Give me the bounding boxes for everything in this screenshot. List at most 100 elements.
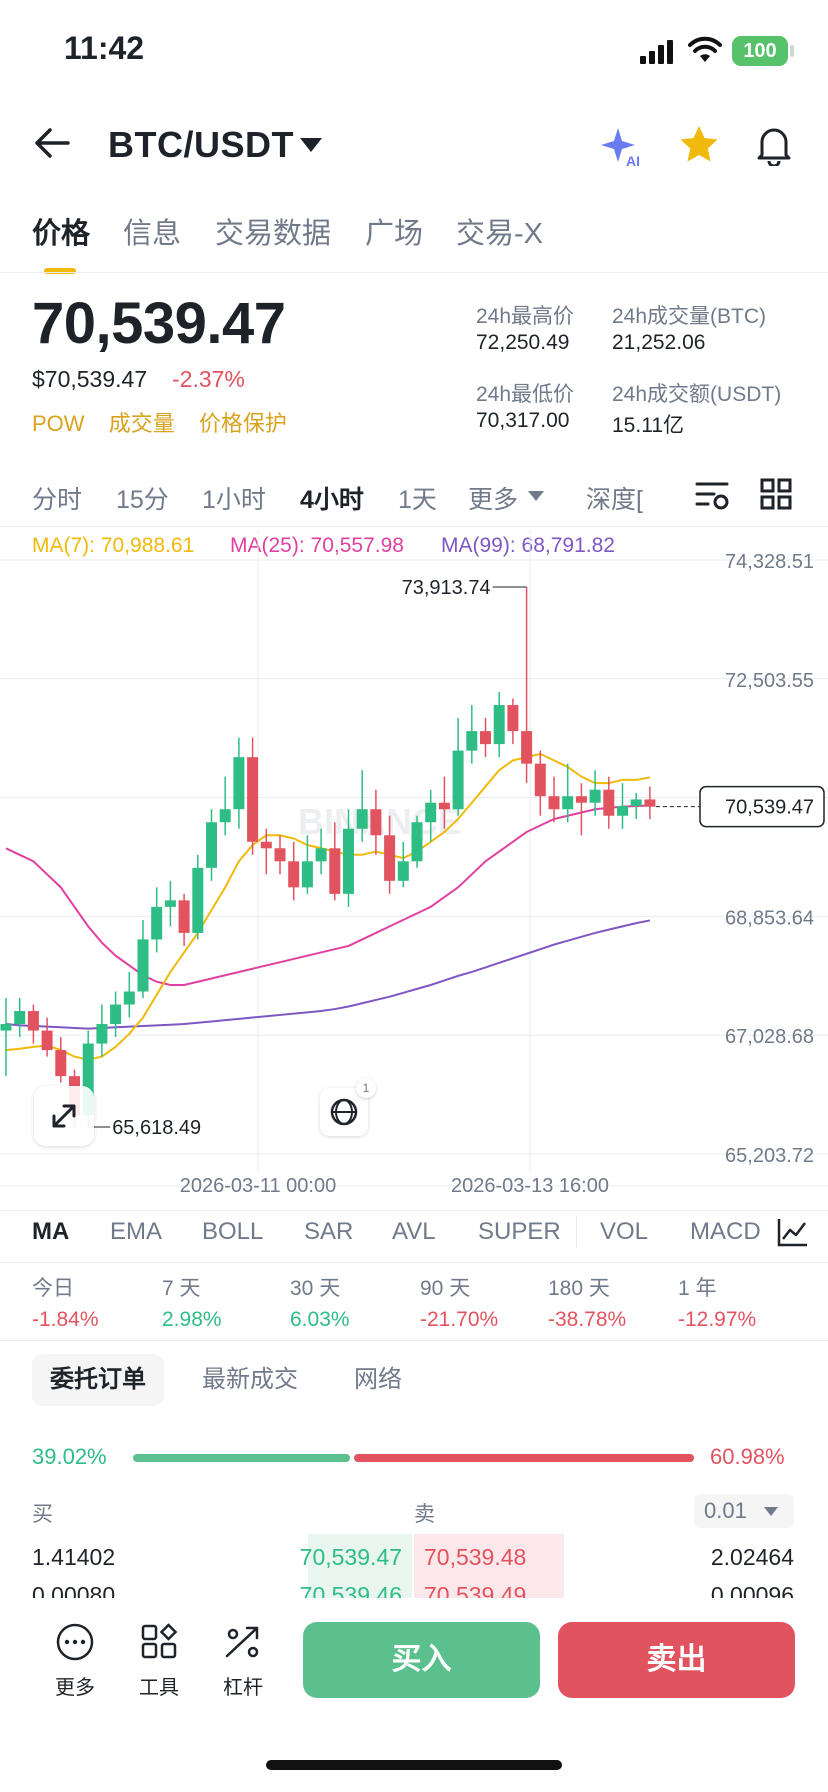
tab-info[interactable]: 信息 <box>123 218 182 250</box>
candle-body <box>644 799 656 807</box>
ma7-legend: MA(7): 70,988.61 <box>32 534 195 557</box>
more-caret-icon[interactable] <box>528 491 544 501</box>
bid-price-0[interactable]: 70,539.47 <box>299 1544 402 1570</box>
y-axis-label: 67,028.68 <box>725 1026 814 1048</box>
perf-label-3: 90 天 <box>420 1277 471 1300</box>
candle-body <box>27 1011 39 1031</box>
interval-1m[interactable]: 分时 <box>32 486 83 514</box>
nav-more-label: 更多 <box>55 1677 95 1699</box>
tab-recent-trades[interactable]: 最新成交 <box>202 1366 298 1393</box>
tab-square[interactable]: 广场 <box>365 218 424 250</box>
tab-order-book[interactable]: 委托订单 <box>32 1354 164 1406</box>
stat-vol-usdt-label: 24h成交额(USDT) <box>612 383 782 406</box>
nav-tools[interactable]: 工具 <box>129 1622 189 1700</box>
high-marker-label: 73,913.74 <box>402 577 491 599</box>
indicator-vol[interactable]: VOL <box>600 1218 649 1245</box>
interval-divider <box>0 526 828 527</box>
ask-price-1[interactable]: 70,539.49 <box>424 1582 527 1598</box>
candle-body <box>630 799 642 806</box>
indicator-chart-icon[interactable] <box>776 1216 810 1248</box>
nav-margin[interactable]: 杠杆 <box>213 1622 273 1700</box>
perf-value-0: -1.84% <box>32 1308 99 1331</box>
candle-body <box>0 1024 12 1031</box>
candle-body <box>397 861 409 881</box>
caret-down-icon[interactable] <box>300 138 322 152</box>
pair-title[interactable]: BTC/USDT <box>108 124 294 165</box>
ai-badge-text: AI <box>626 153 640 168</box>
bid-price-1[interactable]: 70,539.46 <box>299 1582 402 1598</box>
globe-icon <box>330 1098 358 1126</box>
ai-sparkle-icon[interactable]: AI <box>600 126 646 168</box>
precision-select[interactable]: 0.01 <box>694 1494 794 1528</box>
fullscreen-button[interactable] <box>34 1086 94 1146</box>
perf-label-5: 1 年 <box>678 1277 717 1300</box>
indicator-macd[interactable]: MACD <box>690 1218 760 1245</box>
ma99-line <box>5 919 651 1030</box>
candle-body <box>411 822 423 862</box>
indicator-super[interactable]: SUPER <box>478 1218 561 1245</box>
candle-body <box>288 861 300 888</box>
favorite-star-icon[interactable] <box>678 124 720 164</box>
indicator-avl[interactable]: AVL <box>392 1218 436 1245</box>
change-percent: -2.37% <box>172 366 245 392</box>
interval-depth[interactable]: 深度[ <box>586 486 643 514</box>
tab-price[interactable]: 价格 <box>32 218 91 250</box>
leverage-icon <box>225 1626 259 1658</box>
interval-15m[interactable]: 15分 <box>116 486 169 514</box>
last-price: 70,539.47 <box>32 291 286 356</box>
chart-bottom-divider <box>0 1210 828 1211</box>
candle-body <box>425 802 437 823</box>
candle-body <box>329 848 341 894</box>
candle-body <box>151 906 163 940</box>
candle-body <box>480 731 491 745</box>
buy-ratio-bar <box>133 1454 350 1462</box>
y-axis-label: 74,328.51 <box>725 551 814 573</box>
grid-layout-icon[interactable] <box>760 478 792 510</box>
interval-1h[interactable]: 1小时 <box>202 486 266 514</box>
indicator-sar[interactable]: SAR <box>304 1218 354 1245</box>
orderbook-rows: 1.41402 70,539.47 70,539.48 2.02464 0.00… <box>0 1534 828 1598</box>
candle-body <box>356 809 368 829</box>
candle-body <box>575 796 587 803</box>
candle-body <box>384 835 396 881</box>
tab-trading-data[interactable]: 交易数据 <box>215 218 332 250</box>
interval-1d[interactable]: 1天 <box>398 486 437 514</box>
back-arrow-icon[interactable] <box>34 126 70 160</box>
interval-more[interactable]: 更多 <box>468 486 519 514</box>
candle-body <box>617 805 628 816</box>
candle-body <box>233 757 245 810</box>
indicator-divider <box>0 1262 828 1263</box>
chart-settings-icon[interactable] <box>694 478 730 512</box>
bid-qty-0: 1.41402 <box>32 1544 116 1570</box>
ask-price-0[interactable]: 70,539.48 <box>424 1544 527 1570</box>
interval-4h[interactable]: 4小时 <box>300 486 364 514</box>
main-tabs: 价格 信息 交易数据 广场 交易-X <box>32 210 632 250</box>
candle-body <box>452 750 464 810</box>
candle-body <box>137 939 149 992</box>
candle-body <box>603 789 615 816</box>
nav-margin-label: 杠杆 <box>223 1677 263 1699</box>
candle-body <box>493 705 505 745</box>
buy-button[interactable]: 买入 <box>303 1622 540 1698</box>
indicator-boll[interactable]: BOLL <box>202 1218 264 1245</box>
stat-low-value: 70,317.00 <box>476 409 570 432</box>
tag-volume[interactable]: 成交量 <box>108 411 175 436</box>
precision-value: 0.01 <box>704 1498 747 1523</box>
tab-trade-x[interactable]: 交易-X <box>456 218 544 250</box>
x-axis-label: 2026-03-11 00:00 <box>180 1175 336 1197</box>
ask-qty-0: 2.02464 <box>710 1544 794 1570</box>
sell-button[interactable]: 卖出 <box>558 1622 795 1698</box>
usd-price: $70,539.47 <box>32 366 148 392</box>
bell-icon[interactable] <box>754 124 794 166</box>
candle-body <box>274 848 286 862</box>
stat-high-value: 72,250.49 <box>476 331 570 354</box>
candle-body <box>438 802 450 810</box>
tab-network[interactable]: 网络 <box>354 1366 402 1393</box>
tag-pow[interactable]: POW <box>32 411 85 436</box>
tag-price-protection[interactable]: 价格保护 <box>198 411 287 436</box>
candlestick-chart[interactable]: BINANCE74,328.5172,503.5570,678.5968,853… <box>0 530 828 1210</box>
nav-more[interactable]: 更多 <box>45 1622 105 1700</box>
indicator-ema[interactable]: EMA <box>110 1218 163 1245</box>
indicator-ma[interactable]: MA <box>32 1218 70 1245</box>
candle-body <box>110 1004 122 1025</box>
